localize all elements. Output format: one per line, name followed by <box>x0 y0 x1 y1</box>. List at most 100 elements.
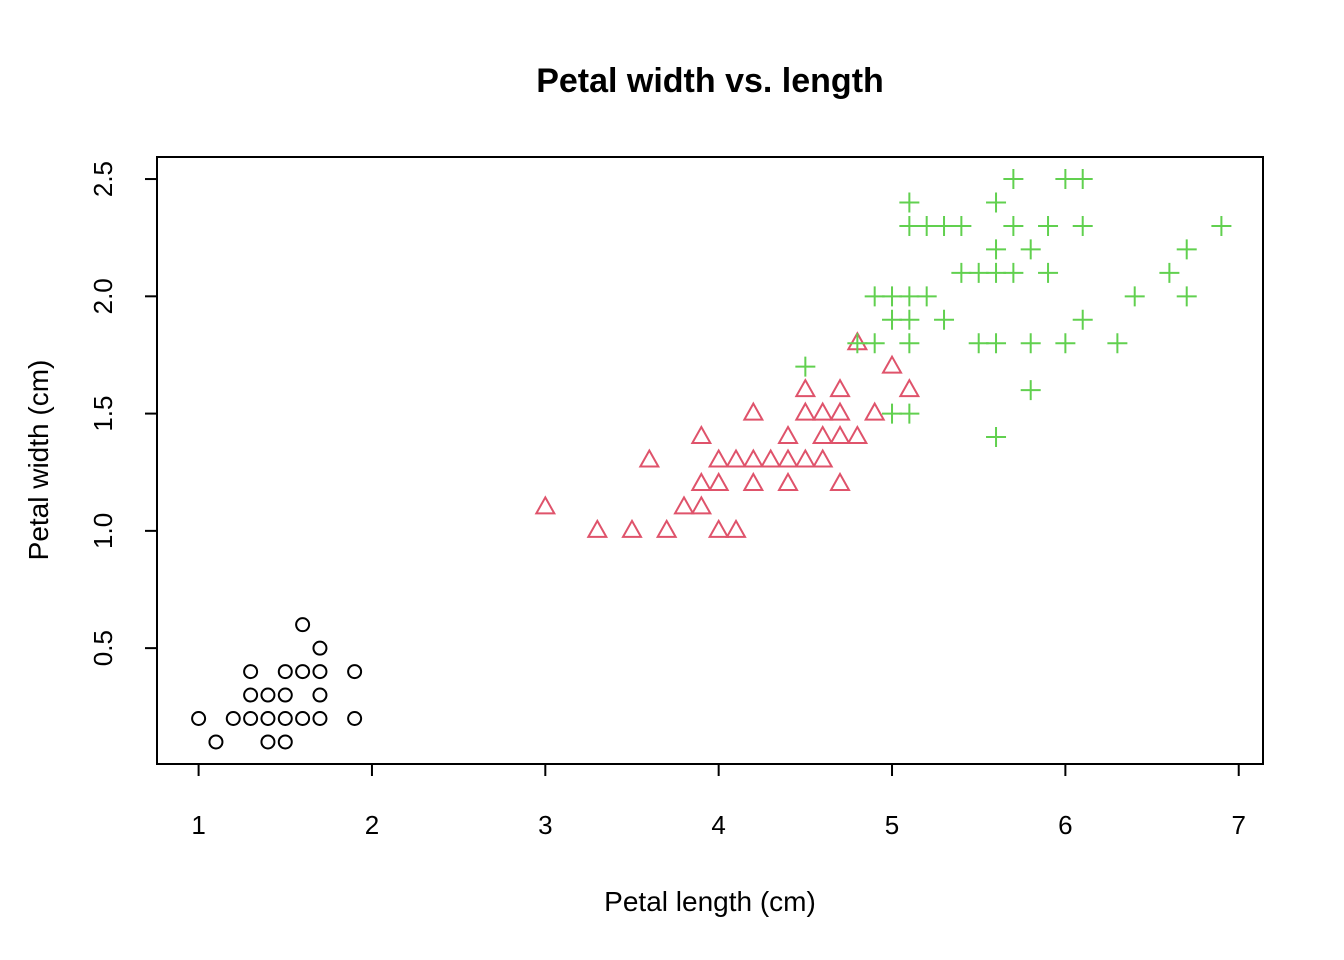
data-point <box>864 333 885 354</box>
data-point <box>811 448 834 468</box>
data-point <box>864 286 885 307</box>
data-point <box>243 687 259 703</box>
x-tick-label: 2 <box>365 810 379 840</box>
y-tick-label: 1.5 <box>88 396 118 432</box>
data-point <box>586 518 609 538</box>
data-point <box>811 401 834 421</box>
data-point <box>638 448 661 468</box>
data-point <box>898 378 921 398</box>
plot-frame <box>156 156 1264 765</box>
data-point <box>1055 169 1076 190</box>
data-point <box>312 664 328 680</box>
y-tick-label: 2.5 <box>88 161 118 197</box>
data-point <box>1003 262 1024 283</box>
data-point <box>312 710 328 726</box>
data-point <box>260 687 276 703</box>
data-point <box>707 471 730 491</box>
data-point <box>1176 239 1197 260</box>
data-point <box>968 262 989 283</box>
data-point <box>916 215 937 236</box>
data-point <box>690 495 713 515</box>
data-point <box>795 356 816 377</box>
data-point <box>882 286 903 307</box>
y-axis: 0.5 1.0 1.5 2.0 2.5 <box>88 161 158 666</box>
data-point <box>916 286 937 307</box>
x-tick-label: 7 <box>1231 810 1245 840</box>
data-point <box>794 448 817 468</box>
data-point <box>811 425 834 445</box>
data-point <box>1176 286 1197 307</box>
data-point <box>777 425 799 445</box>
x-axis: 1 2 3 4 5 6 7 <box>191 763 1246 840</box>
data-point <box>1072 309 1093 330</box>
data-point <box>794 378 817 398</box>
data-point <box>899 403 920 424</box>
data-point <box>191 710 207 726</box>
data-point <box>690 471 713 491</box>
data-point <box>829 378 851 398</box>
data-point <box>899 333 920 354</box>
data-point <box>1211 215 1232 236</box>
data-point <box>829 425 851 445</box>
x-tick-label: 5 <box>885 810 899 840</box>
data-point <box>863 401 886 421</box>
data-point <box>742 448 765 468</box>
data-point <box>277 687 293 703</box>
data-point <box>1107 333 1128 354</box>
y-axis-label: Petal width (cm) <box>23 360 54 561</box>
x-axis-label: Petal length (cm) <box>604 886 816 917</box>
data-point <box>277 710 293 726</box>
data-point <box>951 262 972 283</box>
data-point <box>295 617 311 633</box>
data-point <box>986 262 1007 283</box>
data-point <box>243 664 259 680</box>
data-point <box>1124 286 1145 307</box>
data-point <box>690 425 713 445</box>
data-point <box>1003 169 1024 190</box>
data-point <box>794 401 817 421</box>
x-tick-label: 1 <box>191 810 205 840</box>
data-point <box>986 192 1007 213</box>
y-tick-label: 1.0 <box>88 513 118 549</box>
data-point <box>1072 169 1093 190</box>
data-point <box>882 403 903 424</box>
data-point <box>986 239 1007 260</box>
data-point <box>1055 333 1076 354</box>
data-point <box>260 734 276 750</box>
data-point <box>534 495 557 515</box>
y-tick-label: 0.5 <box>88 630 118 666</box>
data-point <box>277 664 293 680</box>
data-point <box>829 471 851 491</box>
data-point <box>707 518 730 538</box>
data-point <box>951 215 972 236</box>
data-point <box>1020 380 1041 401</box>
data-point <box>986 333 1007 354</box>
data-point <box>899 192 920 213</box>
data-points <box>191 169 1232 750</box>
data-point <box>707 448 730 468</box>
data-point <box>312 640 328 656</box>
data-point <box>243 710 259 726</box>
data-point <box>673 495 695 515</box>
data-point <box>208 734 224 750</box>
data-point <box>1072 215 1093 236</box>
data-point <box>742 471 765 491</box>
data-point <box>881 354 903 374</box>
y-tick-label: 2.0 <box>88 278 118 314</box>
data-point <box>882 309 903 330</box>
data-point <box>777 448 799 468</box>
data-point <box>347 664 363 680</box>
data-point <box>295 664 311 680</box>
data-point <box>777 471 799 491</box>
data-point <box>725 448 747 468</box>
data-point <box>312 687 328 703</box>
data-point <box>899 286 920 307</box>
data-point <box>829 401 851 421</box>
data-point <box>759 448 782 468</box>
data-point <box>1159 262 1180 283</box>
data-point <box>260 710 276 726</box>
data-point <box>1038 215 1059 236</box>
data-point <box>295 710 311 726</box>
data-point <box>986 427 1007 448</box>
